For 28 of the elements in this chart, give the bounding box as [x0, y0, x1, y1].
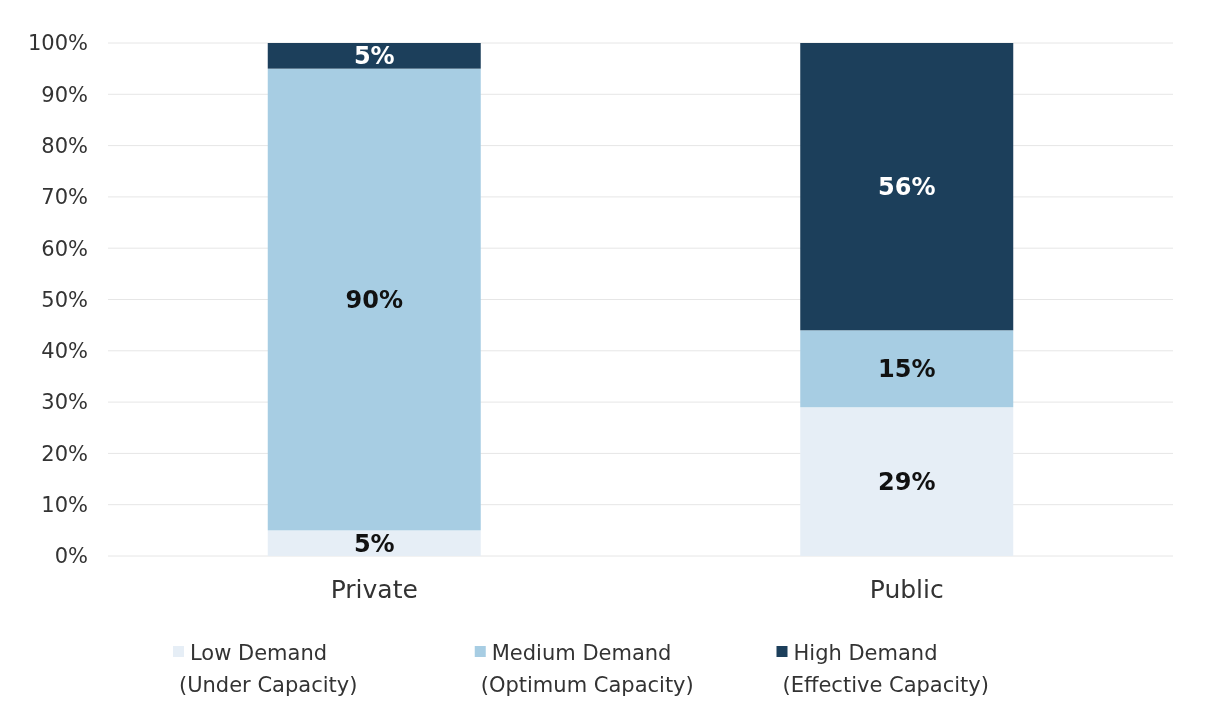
y-tick-label: 30% [41, 390, 88, 415]
data-label: 5% [353, 42, 395, 71]
bar [267, 530, 481, 556]
legend-label: Low Demand (Under Capacity) [179, 641, 358, 697]
bar [800, 330, 1014, 408]
y-tick-label: 80% [41, 133, 88, 158]
bar [267, 68, 481, 531]
data-label: 5% [353, 529, 395, 558]
bar [800, 43, 1014, 331]
legend-label: Medium Demand (Optimum Capacity) [480, 641, 694, 697]
x-tick-label: Private [330, 575, 418, 604]
data-label: 90% [345, 285, 403, 314]
bar [267, 43, 481, 69]
data-label: 15% [878, 355, 936, 384]
legend-label: High Demand (Effective Capacity) [782, 641, 989, 697]
y-tick-label: 100% [27, 31, 88, 56]
x-tick-label: Public [869, 575, 944, 604]
y-tick-label: 70% [41, 185, 88, 210]
bar [800, 407, 1014, 556]
y-tick-label: 0% [54, 544, 88, 569]
data-label: 29% [878, 468, 936, 497]
y-tick-label: 10% [41, 493, 88, 518]
data-label: 56% [878, 173, 936, 202]
y-tick-label: 90% [41, 82, 88, 107]
y-tick-label: 20% [41, 441, 88, 466]
y-tick-label: 60% [41, 236, 88, 261]
y-tick-label: 40% [41, 339, 88, 364]
y-tick-label: 50% [41, 287, 88, 312]
